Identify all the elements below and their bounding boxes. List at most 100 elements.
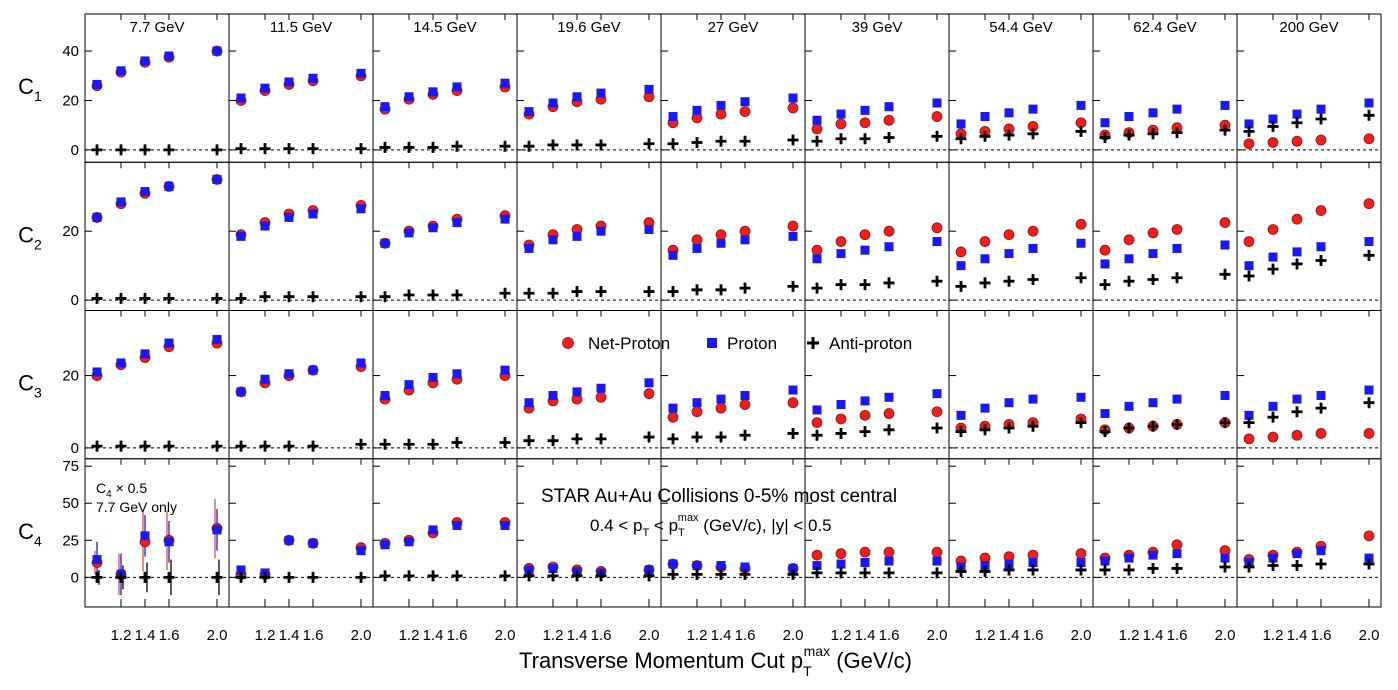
panel-frame (804, 13, 950, 163)
x-tick-label: 1.6 (1311, 627, 1332, 644)
net-proton-point (739, 399, 751, 410)
proton-point (284, 212, 294, 222)
x-tick-label: 1.6 (735, 627, 756, 644)
panel-frame (1236, 310, 1382, 460)
panel-frame (660, 13, 806, 163)
column-title: 54.4 GeV (989, 19, 1052, 36)
anti-proton-point (1291, 559, 1303, 571)
proton-point (1316, 242, 1326, 252)
y-tick-label: 20 (62, 368, 79, 385)
net-proton-point (835, 548, 847, 560)
x-tick-label: 1.6 (1167, 627, 1188, 644)
anti-proton-point (547, 570, 559, 582)
panel-frame (1092, 13, 1238, 163)
net-proton-point (1291, 213, 1303, 225)
anti-proton-point (259, 440, 271, 452)
proton-point (1268, 252, 1278, 262)
net-proton-point (715, 229, 727, 241)
anti-proton-point (979, 277, 991, 289)
proton-point (932, 389, 942, 399)
anti-proton-point (379, 141, 391, 153)
net-proton-point (667, 411, 679, 423)
anti-proton-point (835, 567, 847, 579)
net-proton-point (643, 388, 655, 400)
panel-frame (372, 458, 518, 608)
x-tick-label: 1.2 (1263, 627, 1284, 644)
proton-point (164, 51, 174, 61)
net-proton-point (859, 409, 871, 421)
x-tick-label: 2.0 (639, 627, 660, 644)
proton-point (500, 365, 510, 375)
anti-proton-point (1171, 127, 1183, 139)
anti-proton-point (523, 435, 535, 447)
anti-proton-point (835, 279, 847, 291)
anti-proton-point (259, 143, 271, 155)
panel-frame (948, 458, 1094, 608)
anti-proton-point (163, 440, 175, 452)
proton-point (164, 338, 174, 348)
column-title: 14.5 GeV (413, 19, 476, 36)
net-proton-point (1363, 428, 1375, 439)
anti-proton-point (1123, 275, 1135, 287)
y-axis-label: C3 (18, 371, 42, 401)
panel-frame (516, 13, 662, 163)
proton-point (404, 92, 414, 102)
net-proton-point (955, 246, 967, 258)
proton-point (548, 563, 558, 573)
proton-point (1292, 394, 1302, 404)
anti-proton-point (787, 280, 799, 292)
x-tick-label: 1.2 (975, 627, 996, 644)
anti-proton-point (979, 424, 991, 436)
net-proton-point (979, 236, 991, 247)
anti-proton-point (307, 571, 319, 583)
panel-frame (84, 458, 230, 608)
proton-point (836, 400, 846, 410)
anti-proton-point (883, 277, 895, 289)
proton-point (140, 187, 150, 197)
proton-point (452, 82, 462, 92)
anti-proton-point (1147, 128, 1159, 140)
proton-point (1004, 108, 1014, 118)
proton-point (452, 520, 462, 530)
anti-proton-point (523, 140, 535, 152)
net-proton-point (1267, 431, 1279, 443)
proton-point (884, 392, 894, 402)
net-proton-point (811, 417, 823, 428)
proton-point (788, 93, 798, 103)
net-proton-point (811, 549, 823, 561)
anti-proton-point (211, 144, 223, 156)
anti-proton-point (715, 284, 727, 296)
anti-proton-point (379, 438, 391, 450)
net-proton-point (1315, 428, 1327, 439)
net-proton-point (787, 102, 799, 114)
proton-point (812, 405, 822, 415)
net-proton-point (1147, 227, 1159, 239)
anti-proton-point (955, 426, 967, 438)
proton-point (596, 88, 606, 98)
anti-proton-point (811, 567, 823, 579)
proton-point (1172, 549, 1182, 559)
proton-point (212, 334, 222, 344)
y-tick-label: 25 (62, 532, 79, 549)
net-proton-point (811, 123, 823, 135)
net-proton-point (1363, 133, 1375, 145)
legend-proton-marker (707, 338, 717, 348)
proton-point (116, 197, 126, 207)
proton-point (932, 237, 942, 247)
proton-point (1268, 553, 1278, 563)
net-proton-point (1075, 548, 1087, 560)
annotation-title: STAR Au+Au Collisions 0-5% most central (541, 486, 897, 507)
anti-proton-point (1315, 402, 1327, 414)
anti-proton-point (739, 429, 751, 441)
anti-proton-point (643, 138, 655, 150)
net-proton-point (787, 397, 799, 409)
y-tick-label: 20 (62, 223, 79, 240)
panel-frame (84, 310, 230, 460)
column-title: 11.5 GeV (270, 19, 332, 36)
column-title: 62.4 GeV (1133, 19, 1196, 36)
anti-proton-point (1123, 564, 1135, 576)
proton-point (1124, 401, 1134, 411)
annotation: STAR Au+Au Collisions 0-5% most central … (541, 486, 897, 539)
anti-proton-point (379, 570, 391, 582)
net-proton-point (1267, 137, 1279, 148)
